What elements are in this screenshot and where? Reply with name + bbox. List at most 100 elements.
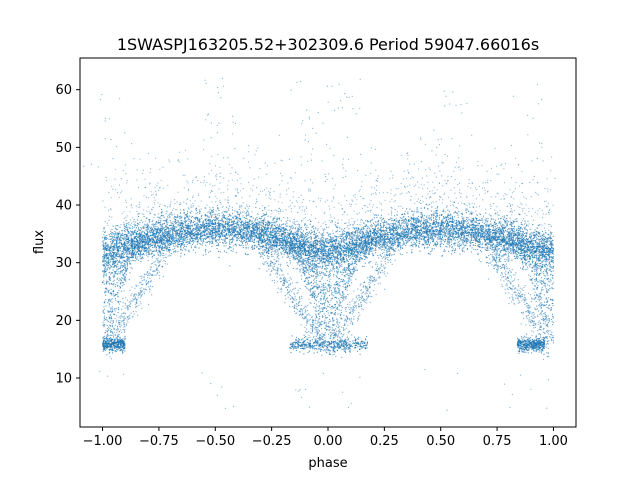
data-point — [437, 207, 438, 208]
data-point — [402, 231, 403, 232]
data-point — [287, 230, 288, 231]
data-point — [184, 246, 185, 247]
data-point — [510, 206, 511, 207]
data-point — [286, 226, 287, 227]
data-point — [167, 222, 168, 223]
data-point — [358, 228, 359, 229]
data-point — [177, 217, 178, 218]
data-point — [323, 238, 324, 239]
data-point — [174, 248, 175, 249]
data-point — [482, 219, 483, 220]
data-point — [249, 234, 250, 235]
data-point — [407, 242, 408, 243]
data-point — [545, 275, 546, 276]
data-point — [443, 218, 444, 219]
data-point — [406, 224, 407, 225]
data-point — [491, 226, 492, 227]
data-point — [383, 240, 384, 241]
data-point — [482, 247, 483, 248]
data-point — [208, 231, 209, 232]
data-point — [475, 235, 476, 236]
data-point — [232, 240, 233, 241]
data-point — [425, 243, 426, 244]
data-point — [259, 268, 260, 269]
data-point — [235, 229, 236, 230]
data-point — [381, 215, 382, 216]
data-point — [158, 237, 159, 238]
data-point — [256, 228, 257, 229]
data-point — [441, 221, 442, 222]
data-point — [497, 227, 498, 228]
data-point — [392, 236, 393, 237]
data-point — [272, 230, 273, 231]
data-point — [195, 213, 196, 214]
data-point — [251, 221, 252, 222]
data-point — [505, 261, 506, 262]
data-point — [466, 219, 467, 220]
data-point — [272, 251, 273, 252]
data-point — [441, 243, 442, 244]
data-point — [301, 220, 302, 221]
data-point — [447, 246, 448, 247]
data-point — [104, 260, 105, 261]
data-point — [518, 230, 519, 231]
data-point — [454, 250, 455, 251]
data-point — [531, 232, 532, 233]
data-point — [463, 225, 464, 226]
data-point — [377, 221, 378, 222]
data-point — [335, 251, 336, 252]
data-point — [269, 239, 270, 240]
data-point — [325, 224, 326, 225]
data-point — [452, 227, 453, 228]
data-point — [340, 251, 341, 252]
data-point — [306, 229, 307, 230]
data-point — [548, 247, 549, 248]
data-point — [433, 227, 434, 228]
data-point — [426, 219, 427, 220]
data-point — [183, 227, 184, 228]
data-point — [324, 249, 325, 250]
data-point — [334, 235, 335, 236]
data-point — [415, 235, 416, 236]
data-point — [113, 250, 114, 251]
data-point — [407, 223, 408, 224]
data-point — [188, 208, 189, 209]
data-point — [270, 229, 271, 230]
data-point — [121, 243, 122, 244]
data-point — [252, 227, 253, 228]
data-point — [418, 247, 419, 248]
data-point — [224, 241, 225, 242]
data-point — [268, 239, 269, 240]
data-point — [246, 218, 247, 219]
data-point — [132, 226, 133, 227]
data-point — [348, 228, 349, 229]
data-point — [461, 249, 462, 250]
data-point — [196, 210, 197, 211]
data-point — [185, 237, 186, 238]
data-point — [242, 243, 243, 244]
data-point — [223, 243, 224, 244]
data-point — [126, 245, 127, 246]
data-point — [353, 227, 354, 228]
data-point — [414, 211, 415, 212]
data-point — [537, 235, 538, 236]
data-point — [246, 229, 247, 230]
data-point — [527, 259, 528, 260]
data-point — [442, 226, 443, 227]
data-point — [442, 219, 443, 220]
data-point — [494, 226, 495, 227]
data-point — [277, 218, 278, 219]
data-point — [165, 245, 166, 246]
data-point — [180, 227, 181, 228]
data-point — [444, 236, 445, 237]
data-point — [227, 221, 228, 222]
data-point — [408, 224, 409, 225]
data-point — [112, 236, 113, 237]
data-point — [463, 227, 464, 228]
data-point — [327, 232, 328, 233]
data-point — [110, 262, 111, 263]
data-point — [335, 236, 336, 237]
data-point — [448, 219, 449, 220]
data-point — [377, 255, 378, 256]
data-point — [345, 254, 346, 255]
